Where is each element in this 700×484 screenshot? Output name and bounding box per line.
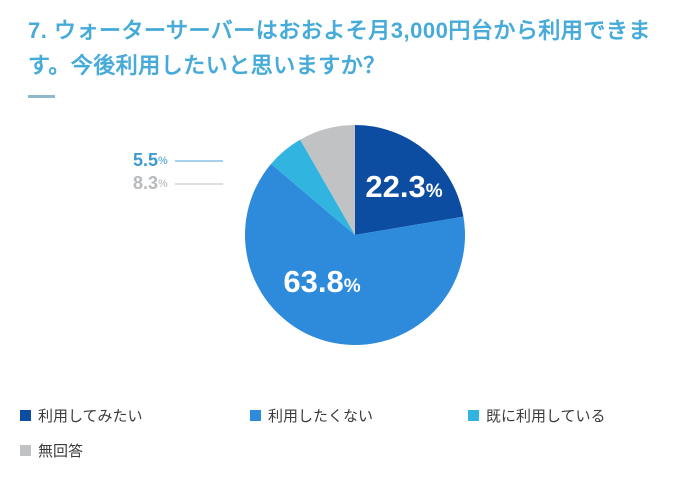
- legend-label: 無回答: [38, 443, 84, 460]
- legend-item-not-use: 利用したくない: [250, 405, 373, 426]
- pie-slice-1: [245, 163, 465, 345]
- title-underline-dash: [28, 95, 55, 98]
- question-title-line2: す。今後利用したいと思いますか？: [28, 53, 386, 78]
- callout-leader-line: [174, 182, 223, 185]
- pie-label-value: 63.8: [283, 264, 344, 299]
- legend-label: 既に利用している: [486, 408, 606, 425]
- pie-callout-value: 5.5: [133, 150, 159, 170]
- pie-slice-2: [271, 139, 355, 235]
- pie-slice-3: [300, 125, 355, 235]
- legend-swatch-gray: [20, 445, 31, 456]
- percent-sign: %: [343, 276, 361, 297]
- percent-sign: %: [158, 154, 168, 167]
- legend-item-already-using: 既に利用している: [468, 405, 606, 426]
- pie-label-useful: 22.3%: [365, 169, 442, 205]
- legend-label: 利用してみたい: [38, 408, 143, 425]
- legend-item-no-answer: 無回答: [20, 440, 83, 461]
- pie-callout-value: 8.3: [133, 173, 159, 193]
- legend-swatch-cyan: [468, 410, 479, 421]
- pie-callout-already-using: 5.5%: [133, 150, 223, 171]
- percent-sign: %: [425, 181, 443, 202]
- pie-label-value: 22.3: [365, 169, 426, 204]
- legend-swatch-navy: [20, 410, 31, 421]
- pie-slice-0: [355, 125, 464, 235]
- callout-leader-line: [174, 159, 223, 162]
- question-title-line1: 7. ウォーターサーバーはおおよそ月3,000円台から利用できま: [28, 18, 651, 43]
- percent-sign: %: [158, 177, 168, 190]
- legend-swatch-blue: [250, 410, 261, 421]
- question-title: 7. ウォーターサーバーはおおよそ月3,000円台から利用できま す。今後利用し…: [28, 13, 693, 83]
- pie-callout-no-answer: 8.3%: [133, 173, 223, 194]
- pie-chart: [245, 125, 465, 345]
- legend-item-useful: 利用してみたい: [20, 405, 143, 426]
- pie-label-not-use: 63.8%: [283, 264, 360, 300]
- legend-label: 利用したくない: [268, 408, 374, 425]
